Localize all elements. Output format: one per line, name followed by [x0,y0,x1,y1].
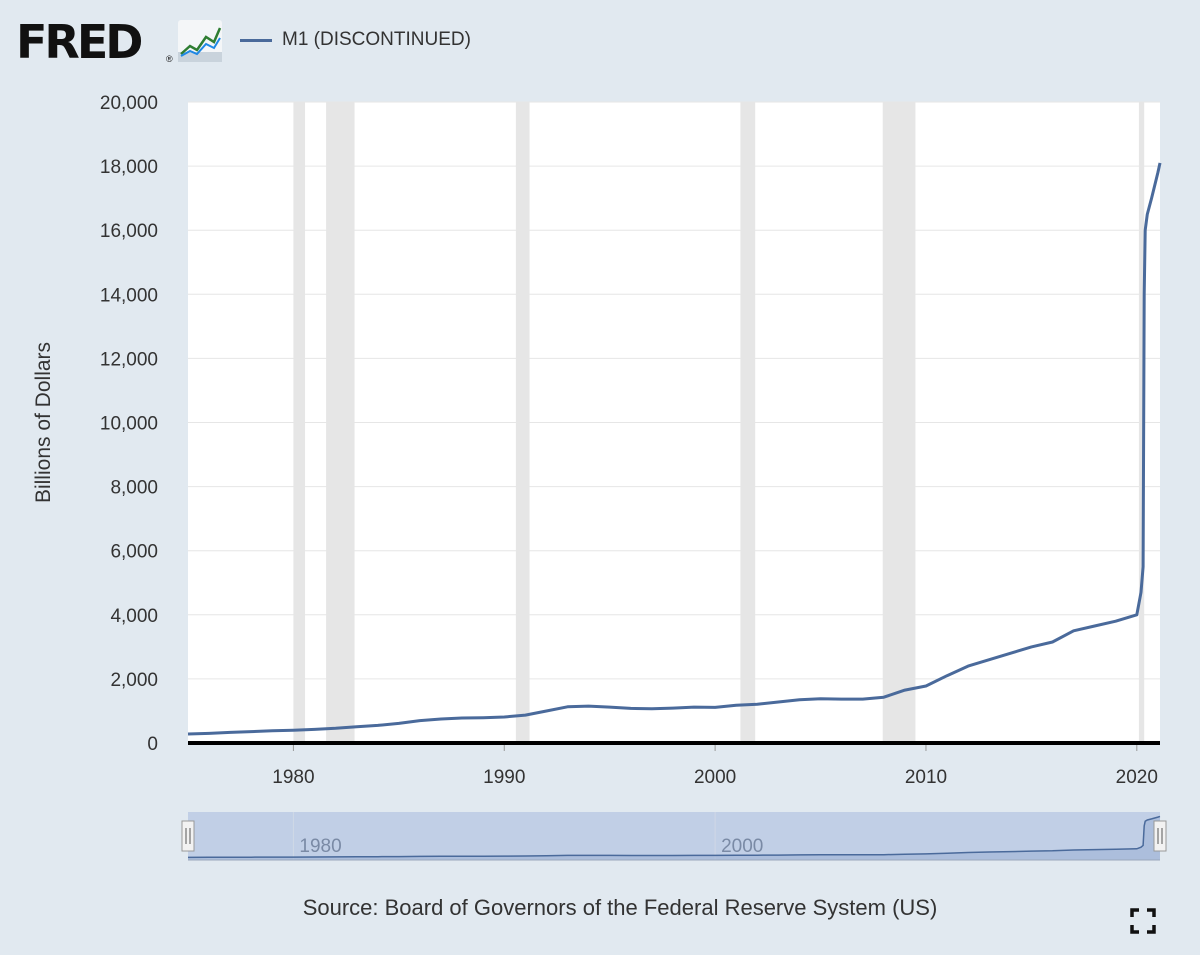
range-handle-right[interactable] [1153,820,1167,852]
x-tick-label: 2000 [694,767,736,788]
y-tick-label: 18,000 [100,157,158,178]
registered-mark: ® [166,54,173,64]
y-tick-label: 14,000 [100,285,158,306]
legend-swatch [240,38,272,42]
navigator-tick-label: 2000 [721,836,763,857]
y-tick-label: 6,000 [110,542,158,563]
series-line-m1 [187,162,1162,736]
chart-header: FRED ® M1 (DISCONTINUED) [0,0,1200,90]
x-tick-label: 1980 [272,767,314,788]
legend-label: M1 (DISCONTINUED) [282,29,471,50]
y-tick-label: 4,000 [110,606,158,627]
y-tick-label: 20,000 [100,93,158,114]
y-tick-label: 0 [147,734,158,755]
navigator-tick-label: 1980 [299,836,341,857]
y-axis-label: Billions of Dollars [32,342,55,503]
x-tick-label: 1990 [483,767,525,788]
range-handle-left[interactable] [181,820,195,852]
y-tick-label: 10,000 [100,414,158,435]
y-tick-label: 12,000 [100,349,158,370]
y-tick-label: 2,000 [110,670,158,691]
x-tick-label: 2010 [905,767,947,788]
navigator-line [187,815,1161,859]
fred-chart-icon [178,20,222,62]
source-note: Source: Board of Governors of the Federa… [302,895,938,920]
navigator-area [188,816,1160,860]
y-tick-label: 8,000 [110,478,158,499]
x-tick-label: 2020 [1116,767,1158,788]
y-tick-label: 16,000 [100,221,158,242]
chart-legend[interactable]: M1 (DISCONTINUED) [240,26,471,54]
fred-logo[interactable]: FRED [16,15,143,69]
fullscreen-icon[interactable] [1130,908,1156,934]
